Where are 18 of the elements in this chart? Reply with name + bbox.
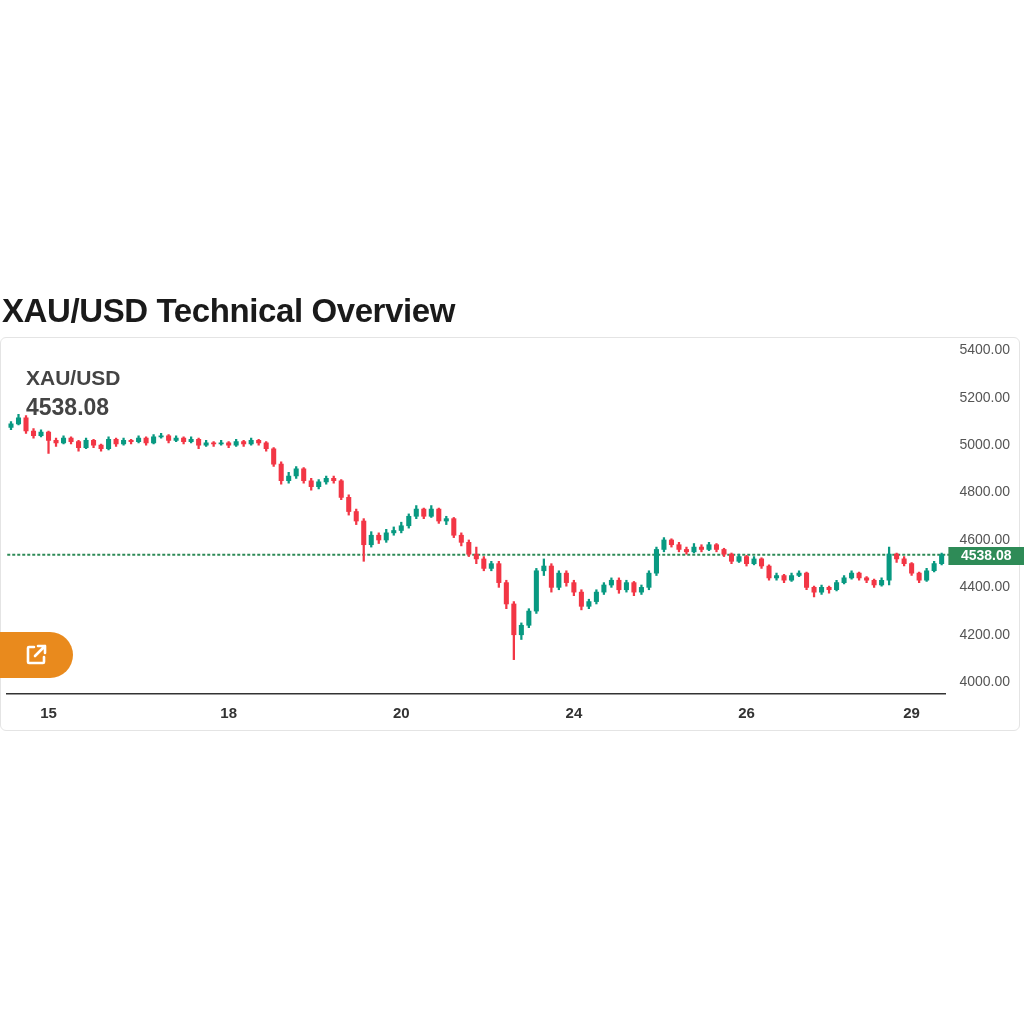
x-tick-label: 29: [903, 704, 920, 722]
x-tick-label: 26: [738, 704, 755, 722]
ref-line-label: 4538.08: [960, 547, 1012, 564]
y-tick-label: 4000.00: [959, 673, 1011, 690]
x-tick-label: 24: [565, 704, 583, 722]
y-tick-label: 5200.00: [959, 388, 1011, 405]
y-tick-label: 4600.00: [959, 530, 1011, 547]
y-tick-label: 4400.00: [959, 578, 1011, 595]
annotation: XAU/USD: [26, 366, 121, 390]
y-tick-label: 5000.00: [959, 436, 1011, 453]
x-tick-label: 20: [392, 704, 410, 722]
y-tick-label: 4800.00: [959, 483, 1011, 500]
annotation: 4538.08: [26, 394, 110, 421]
x-tick-label: 15: [40, 704, 57, 722]
chart-title: XAU/USD Technical Overview: [2, 292, 455, 330]
x-tick-label: 18: [220, 704, 237, 722]
y-tick-label: 4200.00: [959, 625, 1011, 642]
y-tick-label: 5400.00: [959, 341, 1011, 358]
